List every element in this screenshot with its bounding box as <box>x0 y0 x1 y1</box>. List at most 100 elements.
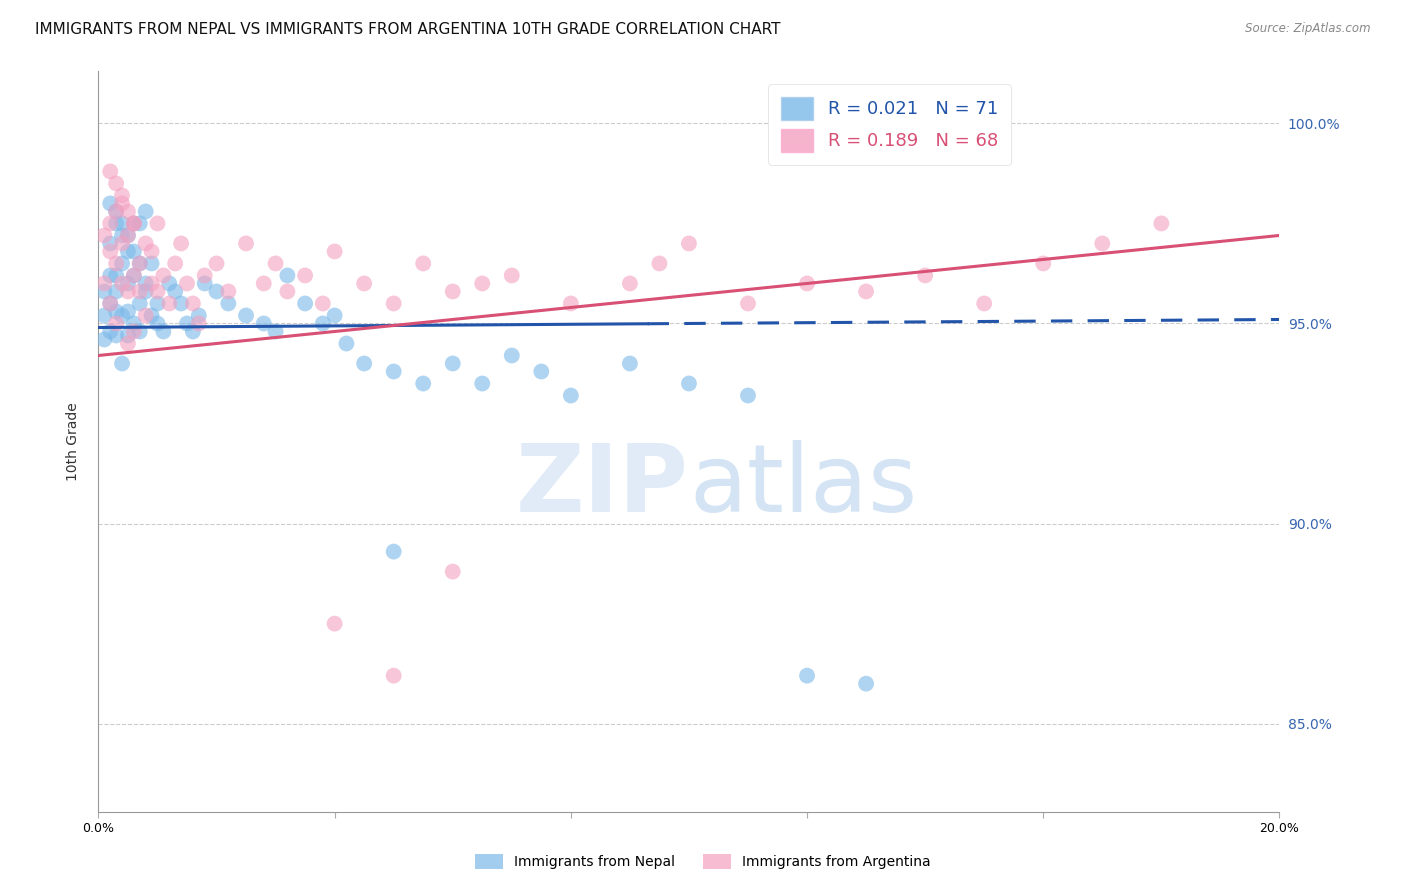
Point <box>122 317 145 331</box>
Point <box>152 325 174 339</box>
Point <box>98 236 121 251</box>
Point <box>105 204 128 219</box>
Point <box>105 285 128 299</box>
Point <box>122 216 145 230</box>
Point <box>235 236 257 251</box>
Point <box>678 236 700 251</box>
Point <box>737 388 759 402</box>
Point <box>560 296 582 310</box>
Point <box>181 296 204 310</box>
Point <box>105 216 128 230</box>
Point <box>501 349 523 363</box>
Point <box>264 325 287 339</box>
Point <box>181 325 204 339</box>
Point <box>122 216 145 230</box>
Point <box>105 268 128 283</box>
Text: IMMIGRANTS FROM NEPAL VS IMMIGRANTS FROM ARGENTINA 10TH GRADE CORRELATION CHART: IMMIGRANTS FROM NEPAL VS IMMIGRANTS FROM… <box>35 22 780 37</box>
Point <box>855 285 877 299</box>
Point <box>98 196 121 211</box>
Point <box>117 328 139 343</box>
Point <box>501 268 523 283</box>
Point <box>122 268 145 283</box>
Point <box>128 256 150 270</box>
Point <box>678 376 700 391</box>
Point <box>353 277 375 291</box>
Point <box>117 277 139 291</box>
Point <box>796 277 818 291</box>
Point <box>412 376 434 391</box>
Point <box>135 236 157 251</box>
Point <box>382 668 405 682</box>
Point <box>170 236 193 251</box>
Point <box>146 317 169 331</box>
Point <box>176 277 198 291</box>
Point <box>122 268 145 283</box>
Point <box>105 256 128 270</box>
Point <box>128 325 150 339</box>
Point <box>111 216 134 230</box>
Point <box>117 204 139 219</box>
Point <box>165 285 187 299</box>
Point <box>217 296 239 310</box>
Point <box>560 388 582 402</box>
Point <box>382 364 405 378</box>
Point <box>98 268 121 283</box>
Point <box>98 296 121 310</box>
Point <box>146 216 169 230</box>
Point <box>276 268 298 283</box>
Point <box>111 196 134 211</box>
Point <box>98 164 121 178</box>
Point <box>441 285 464 299</box>
Point <box>93 333 115 347</box>
Point <box>441 357 464 371</box>
Point <box>111 309 134 323</box>
Point <box>335 336 357 351</box>
Point <box>205 285 228 299</box>
Point <box>146 296 169 310</box>
Point <box>122 216 145 230</box>
Point <box>176 317 198 331</box>
Text: atlas: atlas <box>689 440 917 532</box>
Point <box>914 268 936 283</box>
Point <box>128 216 150 230</box>
Point <box>157 277 180 291</box>
Point <box>855 676 877 690</box>
Point <box>128 256 150 270</box>
Point <box>141 256 163 270</box>
Point <box>93 228 115 243</box>
Point <box>141 309 163 323</box>
Point <box>105 177 128 191</box>
Point <box>122 244 145 259</box>
Point <box>194 268 217 283</box>
Point <box>382 296 405 310</box>
Point <box>111 228 134 243</box>
Point <box>170 296 193 310</box>
Text: Source: ZipAtlas.com: Source: ZipAtlas.com <box>1246 22 1371 36</box>
Point <box>117 228 139 243</box>
Point <box>619 357 641 371</box>
Legend: Immigrants from Nepal, Immigrants from Argentina: Immigrants from Nepal, Immigrants from A… <box>470 848 936 874</box>
Point <box>1091 236 1114 251</box>
Point <box>135 204 157 219</box>
Point <box>217 285 239 299</box>
Point <box>117 244 139 259</box>
Y-axis label: 10th Grade: 10th Grade <box>66 402 80 481</box>
Point <box>382 544 405 558</box>
Point <box>187 317 209 331</box>
Point <box>98 216 121 230</box>
Point <box>253 277 276 291</box>
Point <box>294 268 316 283</box>
Point <box>111 256 134 270</box>
Point <box>117 285 139 299</box>
Point <box>1032 256 1054 270</box>
Point <box>117 228 139 243</box>
Point <box>323 244 346 259</box>
Point <box>93 285 115 299</box>
Text: ZIP: ZIP <box>516 440 689 532</box>
Point <box>98 244 121 259</box>
Point <box>165 256 187 270</box>
Point <box>194 277 217 291</box>
Point <box>312 296 335 310</box>
Point <box>111 277 134 291</box>
Point <box>353 357 375 371</box>
